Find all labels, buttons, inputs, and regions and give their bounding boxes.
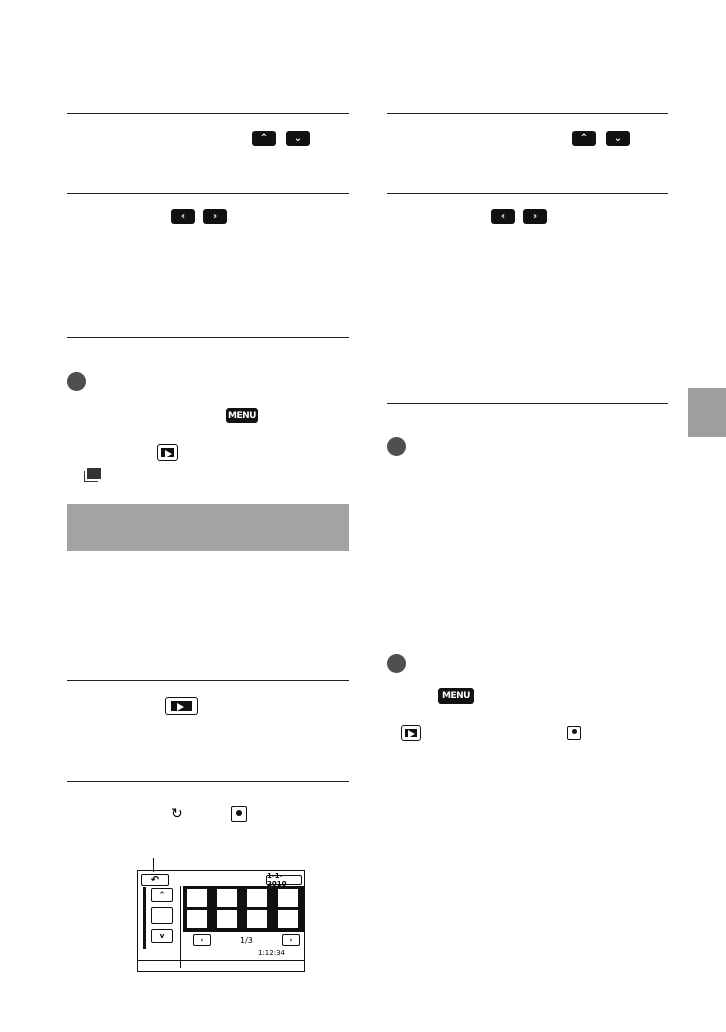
chevron-left-icon: ‹ [171, 209, 195, 224]
divider [67, 781, 349, 782]
side-tab [688, 388, 726, 437]
film-roll-icon [87, 468, 101, 479]
callout-line [153, 858, 154, 872]
divider [67, 680, 349, 681]
divider [387, 113, 668, 114]
portrait-icon [567, 726, 581, 740]
section-header [67, 504, 349, 551]
divider [67, 337, 349, 338]
scrollbar[interactable] [143, 887, 146, 949]
page-indicator: 1/3 [240, 936, 253, 945]
playback-icon [401, 725, 421, 741]
chevron-left-icon[interactable]: ‹ [193, 934, 211, 946]
divider [387, 193, 668, 194]
divider [67, 113, 349, 114]
step-bullet-icon [387, 654, 406, 673]
divider [387, 403, 668, 404]
chevron-right-icon: › [203, 209, 227, 224]
menu-button-icon: MENU [438, 688, 474, 704]
thumbnail-grid [183, 886, 304, 932]
chevron-up-icon: ⌃ [572, 131, 596, 146]
playback-icon [165, 697, 198, 715]
divider [67, 193, 349, 194]
lcd-screen-illustration: ↶ 1-1-2010 ^ v ‹ 1/3 › 1:12:34 [137, 870, 305, 972]
chevron-right-icon[interactable]: › [282, 934, 300, 946]
chevron-right-icon: › [523, 209, 547, 224]
chevron-up-icon: ⌃ [252, 131, 276, 146]
playback-icon [157, 444, 178, 461]
chevron-down-icon: ⌄ [606, 131, 630, 146]
chevron-down-icon: ⌄ [286, 131, 310, 146]
menu-button-icon: MENU [226, 408, 258, 423]
chevron-down-icon[interactable]: v [151, 929, 173, 943]
date-label: 1-1-2010 [266, 872, 302, 888]
chevron-left-icon: ‹ [491, 209, 515, 224]
rotate-icon: ↻ [171, 806, 183, 822]
counter: 1:12:34 [258, 949, 285, 957]
portrait-icon [231, 806, 247, 822]
list-item[interactable] [151, 907, 173, 924]
chevron-up-icon[interactable]: ^ [151, 888, 173, 902]
back-button[interactable]: ↶ [141, 874, 169, 886]
step-bullet-icon [387, 437, 406, 456]
step-bullet-icon [67, 372, 86, 391]
